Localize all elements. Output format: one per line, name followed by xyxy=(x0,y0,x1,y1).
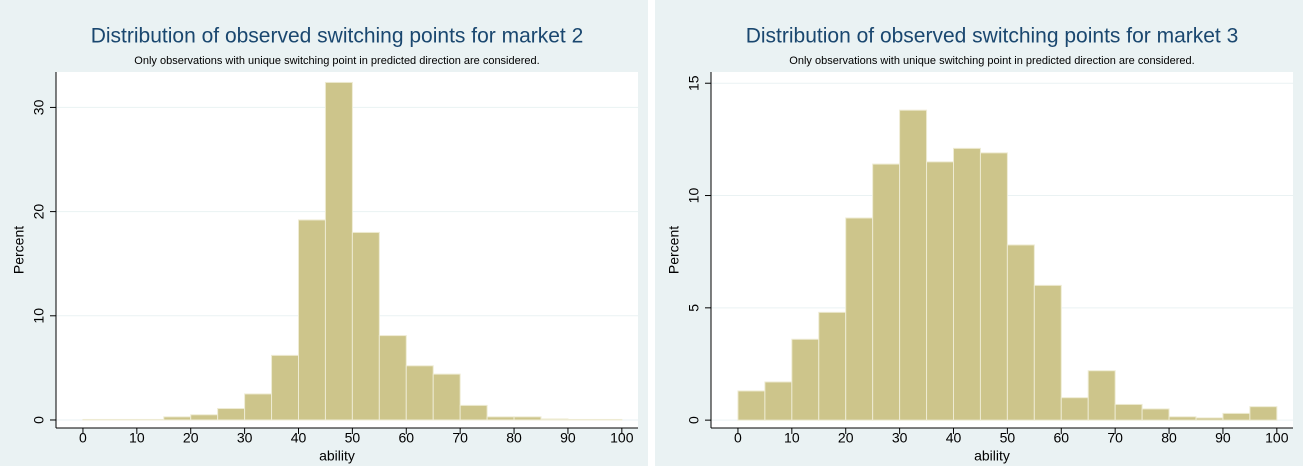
bar xyxy=(1141,408,1170,421)
y-axis-label: Percent xyxy=(666,226,682,274)
x-tick-label: 30 xyxy=(237,430,253,446)
bar xyxy=(1168,416,1197,421)
bar xyxy=(594,418,623,421)
bar xyxy=(109,418,138,421)
bar xyxy=(459,404,488,421)
x-tick-label: 90 xyxy=(1215,430,1231,446)
y-tick-label: 10 xyxy=(31,308,47,324)
y-tick-label: 0 xyxy=(686,416,702,424)
x-tick-label: 20 xyxy=(183,430,199,446)
y-tick-label: 15 xyxy=(686,75,702,91)
x-tick-label: 40 xyxy=(946,430,962,446)
bar xyxy=(82,418,111,421)
x-tick-label: 30 xyxy=(892,430,908,446)
x-tick-label: 90 xyxy=(560,430,576,446)
x-tick-label: 100 xyxy=(610,430,634,446)
bar xyxy=(1060,397,1089,421)
y-tick-label: 10 xyxy=(686,188,702,204)
chart-title: Distribution of observed switching point… xyxy=(91,25,584,48)
y-tick-label: 30 xyxy=(31,99,47,115)
bar xyxy=(163,416,192,421)
x-tick-label: 50 xyxy=(1000,430,1016,446)
x-tick-label: 0 xyxy=(79,430,87,446)
bar xyxy=(351,231,380,421)
bar xyxy=(271,354,299,421)
x-tick-label: 20 xyxy=(838,430,854,446)
bar xyxy=(217,408,246,421)
y-tick-label: 0 xyxy=(31,416,47,424)
y-tick-label: 20 xyxy=(31,204,47,220)
x-tick-label: 100 xyxy=(1265,430,1289,446)
bar xyxy=(872,163,901,421)
x-tick-label: 50 xyxy=(345,430,361,446)
bar xyxy=(190,414,219,421)
bar xyxy=(953,147,981,421)
bar xyxy=(737,390,766,421)
bar xyxy=(1222,412,1251,421)
bar xyxy=(540,418,569,421)
bar xyxy=(405,365,434,421)
x-tick-label: 70 xyxy=(1107,430,1123,446)
bar xyxy=(764,381,793,421)
bar xyxy=(432,373,461,421)
chart-subtitle: Only observations with unique switching … xyxy=(789,55,1194,67)
x-tick-label: 80 xyxy=(1161,430,1177,446)
bar xyxy=(244,393,273,421)
y-tick-label: 5 xyxy=(686,304,702,312)
bar xyxy=(324,81,353,421)
chart-subtitle: Only observations with unique switching … xyxy=(134,55,539,67)
x-tick-label: 70 xyxy=(452,430,468,446)
bar xyxy=(818,311,847,421)
x-tick-label: 10 xyxy=(784,430,800,446)
y-axis-label: Percent xyxy=(11,226,27,274)
x-tick-label: 10 xyxy=(129,430,145,446)
bar xyxy=(926,161,954,421)
x-axis-label: ability xyxy=(319,448,355,464)
bar xyxy=(136,418,165,421)
chart-title: Distribution of observed switching point… xyxy=(746,25,1239,48)
bar xyxy=(567,418,596,421)
bar xyxy=(378,335,407,421)
x-tick-label: 80 xyxy=(506,430,522,446)
bar xyxy=(1006,244,1035,421)
bar xyxy=(979,152,1008,421)
bar xyxy=(1114,403,1143,421)
bar xyxy=(845,217,874,421)
bar xyxy=(1087,370,1116,421)
x-tick-label: 60 xyxy=(398,430,414,446)
bar xyxy=(899,109,928,421)
x-tick-label: 0 xyxy=(734,430,742,446)
bar xyxy=(1195,417,1224,421)
bar xyxy=(298,219,326,421)
bar xyxy=(513,416,542,421)
panel: Distribution of observed switching point… xyxy=(655,0,1303,466)
bar xyxy=(791,338,820,421)
x-axis-label: ability xyxy=(974,448,1010,464)
bar xyxy=(486,416,515,421)
bar xyxy=(1033,284,1062,421)
x-tick-label: 40 xyxy=(291,430,307,446)
panel: Distribution of observed switching point… xyxy=(0,0,648,466)
bar xyxy=(1249,406,1278,421)
x-tick-label: 60 xyxy=(1053,430,1069,446)
